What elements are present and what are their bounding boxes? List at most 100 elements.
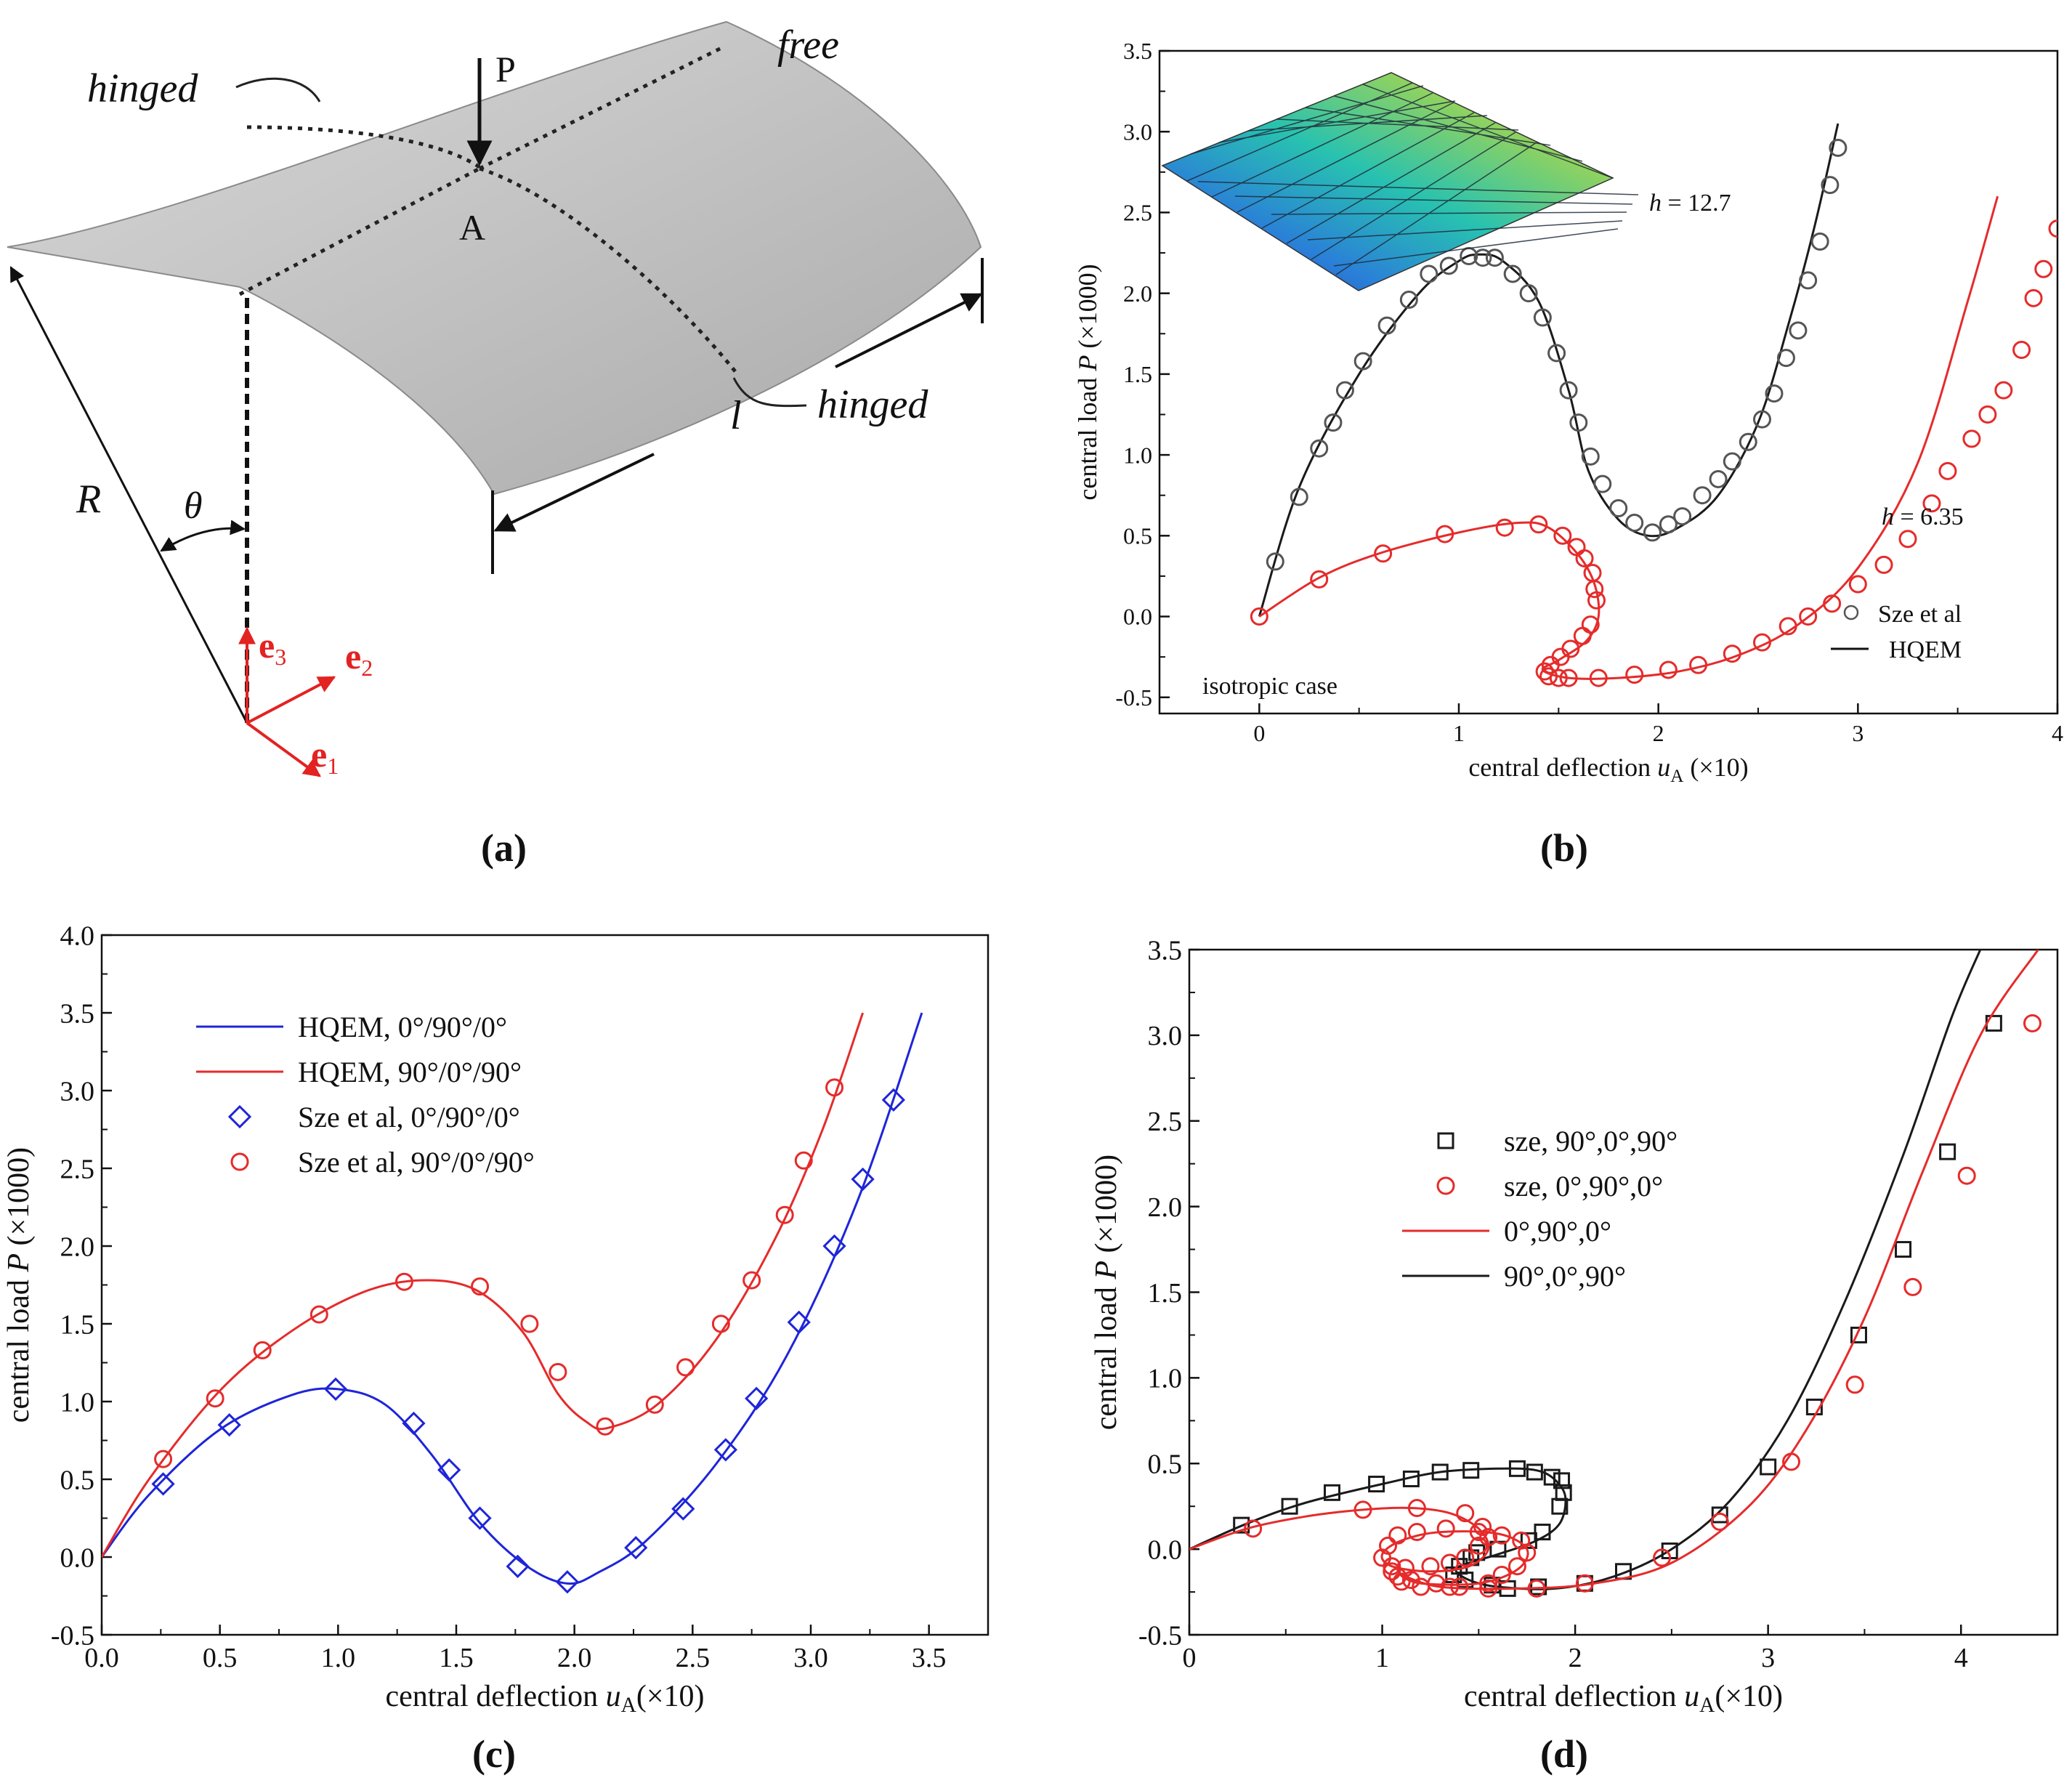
data-point-d-0: [1711, 1506, 1728, 1524]
leader-hinged-right: [732, 377, 807, 408]
data-point-d-1: [1436, 1519, 1455, 1538]
mesh-surface: [1161, 72, 1614, 291]
data-point-b-0: [1829, 138, 1848, 157]
hinged-edge-line-top: [246, 125, 481, 169]
series-line-b-0: [1258, 123, 1840, 617]
y-tick-label-b: 2.5: [1123, 200, 1152, 226]
data-point-b-1: [1541, 655, 1560, 674]
label-hinged-right: hinged: [817, 382, 928, 427]
legend-c-swatch-3: [230, 1152, 249, 1171]
caption-a: (a): [481, 826, 527, 870]
data-point-b-1: [1978, 405, 1997, 424]
data-point-c-1: [253, 1341, 272, 1359]
data-point-c-1: [154, 1450, 173, 1468]
data-point-c-1: [206, 1389, 224, 1408]
data-point-b-1: [1495, 518, 1514, 537]
data-point-d-0: [1760, 1458, 1777, 1476]
y-tick-label-c: 1.0: [60, 1387, 95, 1418]
series-line-d-0: [1189, 950, 1982, 1590]
data-point-d-1: [1508, 1557, 1526, 1576]
data-point-c-0: [624, 1536, 648, 1560]
data-point-c-0: [323, 1377, 348, 1402]
data-point-b-1: [1799, 607, 1818, 626]
data-point-d-1: [1392, 1572, 1411, 1591]
data-point-b-1: [2048, 219, 2057, 238]
data-point-d-1: [1527, 1579, 1546, 1598]
y-tick-label-c: 4.0: [60, 921, 95, 951]
caption-b: (b): [1540, 826, 1588, 870]
data-point-d-1: [1353, 1500, 1372, 1519]
curved-centerline: [479, 166, 739, 376]
data-point-b-0: [1473, 248, 1492, 267]
y-tick-label-d: 2.5: [1148, 1107, 1183, 1137]
data-point-b-1: [1551, 647, 1570, 666]
legend-d-swatch-0: [1437, 1132, 1454, 1149]
data-point-d-0: [1462, 1462, 1480, 1479]
data-point-c-1: [645, 1395, 664, 1414]
data-point-b-0: [1290, 488, 1308, 506]
y-tick-label-d: 2.0: [1148, 1192, 1183, 1223]
x-tick-label-d: 1: [1375, 1643, 1389, 1673]
x-tick-label-b: 2: [1653, 720, 1664, 746]
data-point-b-0: [1569, 413, 1588, 432]
data-point-d-1: [1782, 1452, 1801, 1471]
x-tick-label-d: 4: [1954, 1643, 1968, 1673]
y-tick-label-c: 0.0: [60, 1543, 95, 1573]
data-point-d-1: [1469, 1536, 1488, 1555]
data-point-b-1: [2034, 259, 2053, 278]
data-point-c-1: [471, 1277, 490, 1296]
data-point-d-0: [1368, 1476, 1385, 1493]
straight-centerline-1: [238, 166, 481, 296]
data-point-d-1: [1845, 1375, 1864, 1394]
data-point-b-0: [1693, 486, 1712, 505]
y-tick-label-c: 2.0: [60, 1232, 95, 1262]
data-point-d-0: [1553, 1472, 1571, 1489]
legend-d-label-0: sze, 90°,0°,90°: [1504, 1125, 1678, 1157]
x-tick-label-b: 3: [1852, 720, 1863, 746]
data-point-d-1: [1518, 1543, 1537, 1562]
data-point-c-0: [851, 1167, 875, 1192]
data-point-d-1: [1492, 1526, 1511, 1545]
x-tick-label-b: 4: [2052, 720, 2063, 746]
legend-b: Sze et al HQEM: [1831, 601, 1962, 663]
data-point-d-0: [1508, 1460, 1526, 1477]
data-point-d-1: [1492, 1565, 1511, 1584]
legend-b-label-hqem: HQEM: [1889, 636, 1962, 663]
y-tick-label-c: -0.5: [51, 1620, 94, 1651]
y-tick-label-d: -0.5: [1138, 1620, 1182, 1651]
legend-c-label-2: Sze et al, 0°/90°/0°: [298, 1101, 520, 1133]
legend-d-label-1: sze, 0°,90°,0°: [1504, 1170, 1663, 1202]
data-point-c-0: [671, 1497, 695, 1521]
series-group-b: [1250, 123, 2057, 687]
data-point-b-0: [1266, 552, 1284, 571]
axes-frame-c: 0.0 0.5 1.0 1.5 2.0 2.5 3.0 3.5-0.50.00.51.01.5…: [2, 921, 990, 1717]
y-tick-label-d: 0.5: [1148, 1450, 1183, 1480]
data-point-c-0: [506, 1554, 530, 1578]
data-point-d-1: [1407, 1499, 1426, 1518]
data-point-c-1: [676, 1358, 695, 1377]
axes-frame-b: 0 1 2 3 4 -0.5 0.0 0.5 1.0 1.5 2.0 2.5 3.0 3.5 central…: [1073, 38, 2063, 786]
data-point-c-0: [151, 1472, 175, 1496]
data-point-c-0: [402, 1411, 426, 1436]
label-h-12-7: h = 12.7: [1649, 190, 1731, 217]
data-point-b-0: [1559, 381, 1578, 400]
mesh-grid: [1186, 82, 1639, 275]
data-point-b-0: [1709, 469, 1728, 488]
leader-hinged-top: [235, 77, 321, 102]
data-point-d-0: [1233, 1516, 1250, 1534]
panel-a: P A free hinged hinged l R θ e3 e2 e1 (a…: [7, 20, 984, 870]
plot-frame-c: [100, 934, 990, 1636]
data-point-b-0: [1739, 432, 1757, 451]
data-point-c-1: [775, 1205, 794, 1224]
y-tick-label-d: 3.0: [1148, 1021, 1183, 1051]
x-axis-label-d: central deflection uA(×10): [1464, 1680, 1783, 1717]
data-point-b-1: [1589, 668, 1608, 687]
data-point-c-0: [437, 1458, 461, 1482]
data-point-b-1: [1549, 668, 1568, 687]
data-point-b-0: [1310, 439, 1329, 458]
label-e2: e2: [345, 636, 373, 681]
data-point-c-0: [787, 1310, 811, 1334]
data-point-b-0: [1399, 291, 1418, 310]
y-tick-label-d: 0.0: [1148, 1535, 1183, 1565]
data-point-b-0: [1799, 271, 1818, 290]
